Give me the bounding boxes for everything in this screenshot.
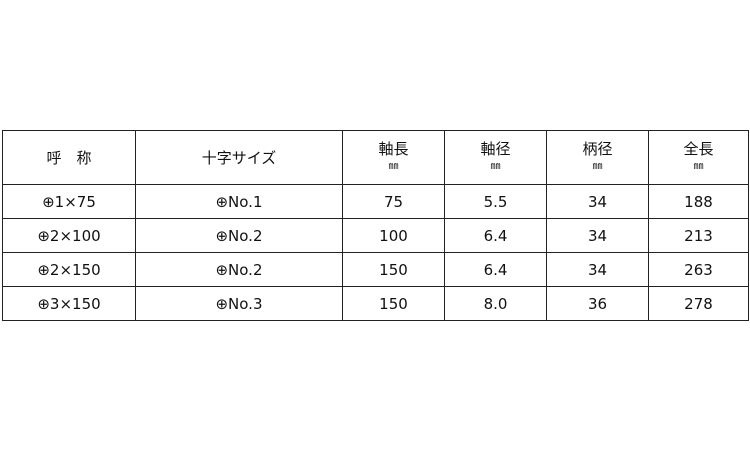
header-unit: ㎜ bbox=[592, 160, 603, 172]
cell-name: ⊕2×150 bbox=[2, 252, 136, 287]
cell-cross-size: ⊕No.2 bbox=[135, 252, 343, 287]
header-label: 全長 bbox=[683, 139, 714, 158]
cell-handle-diameter: 34 bbox=[546, 252, 649, 287]
cell-handle-diameter: 34 bbox=[546, 218, 649, 253]
cell-total-length: 278 bbox=[648, 286, 749, 321]
table-row: ⊕2×100 ⊕No.2 100 6.4 34 213 bbox=[2, 218, 749, 253]
header-label: 軸長 bbox=[378, 139, 409, 158]
header-label: 軸径 bbox=[480, 139, 511, 158]
cell-shaft-diameter: 6.4 bbox=[444, 218, 547, 253]
cell-total-length: 188 bbox=[648, 184, 749, 219]
header-label: 呼 称 bbox=[46, 148, 92, 167]
header-unit: ㎜ bbox=[693, 160, 704, 172]
cell-name: ⊕2×100 bbox=[2, 218, 136, 253]
cell-shaft-length: 150 bbox=[342, 252, 445, 287]
cell-name: ⊕1×75 bbox=[2, 184, 136, 219]
cell-cross-size: ⊕No.3 bbox=[135, 286, 343, 321]
table-row: ⊕2×150 ⊕No.2 150 6.4 34 263 bbox=[2, 252, 749, 287]
cell-shaft-diameter: 5.5 bbox=[444, 184, 547, 219]
header-name: 呼 称 bbox=[2, 130, 136, 185]
cell-total-length: 213 bbox=[648, 218, 749, 253]
header-label: 柄径 bbox=[582, 139, 613, 158]
header-unit: ㎜ bbox=[388, 160, 399, 172]
table-row: ⊕3×150 ⊕No.3 150 8.0 36 278 bbox=[2, 286, 749, 321]
cell-handle-diameter: 34 bbox=[546, 184, 649, 219]
header-cross-size: 十字サイズ bbox=[135, 130, 343, 185]
cell-handle-diameter: 36 bbox=[546, 286, 649, 321]
cell-shaft-diameter: 8.0 bbox=[444, 286, 547, 321]
cell-shaft-length: 75 bbox=[342, 184, 445, 219]
cell-shaft-length: 150 bbox=[342, 286, 445, 321]
header-label: 十字サイズ bbox=[201, 148, 277, 167]
cell-cross-size: ⊕No.1 bbox=[135, 184, 343, 219]
cell-total-length: 263 bbox=[648, 252, 749, 287]
table-row: ⊕1×75 ⊕No.1 75 5.5 34 188 bbox=[2, 184, 749, 219]
header-unit: ㎜ bbox=[490, 160, 501, 172]
cell-shaft-length: 100 bbox=[342, 218, 445, 253]
cell-shaft-diameter: 6.4 bbox=[444, 252, 547, 287]
cell-name: ⊕3×150 bbox=[2, 286, 136, 321]
cell-cross-size: ⊕No.2 bbox=[135, 218, 343, 253]
